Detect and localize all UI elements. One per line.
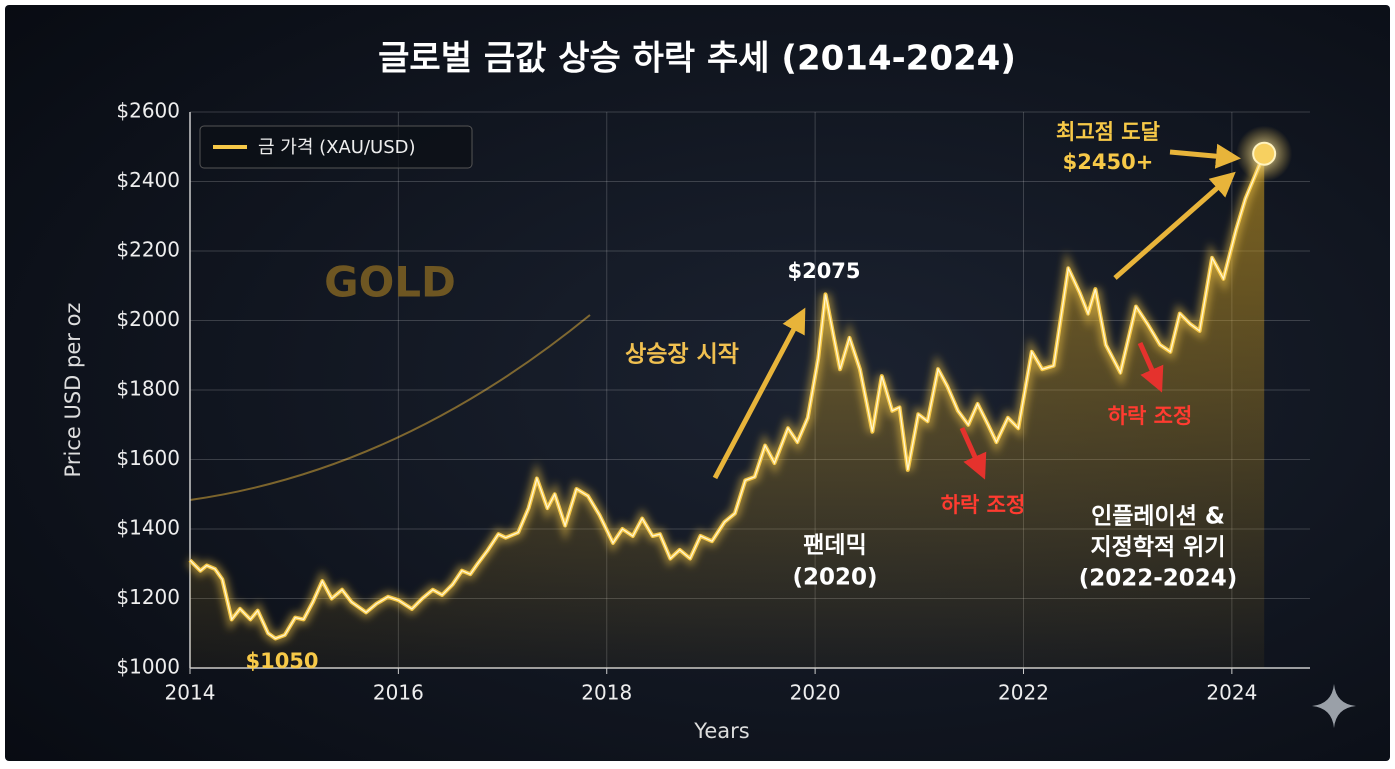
y-tick-label: $2400 [116, 168, 180, 192]
x-tick-label: 2022 [998, 681, 1049, 705]
x-tick-label: 2018 [581, 681, 632, 705]
decor-curve [189, 314, 591, 501]
annotation: 하락 조정 [941, 493, 1026, 517]
arrow [1137, 341, 1164, 393]
annotation: $2450+ [1063, 150, 1154, 174]
arrow [959, 426, 987, 480]
annotation: GOLD [324, 258, 456, 307]
x-axis-label: Years [693, 719, 749, 743]
arrow [1169, 143, 1241, 169]
annotation: 지정학적 위기 [1091, 535, 1226, 561]
area-fill [190, 153, 1265, 668]
x-tick-label: 2016 [373, 681, 424, 705]
y-tick-label: $2200 [116, 238, 180, 262]
y-tick-label: $2000 [116, 307, 180, 331]
legend-box [199, 125, 473, 169]
y-tick-label: $1000 [116, 655, 180, 679]
arrow [1113, 171, 1236, 280]
annotation: 팬데믹 [803, 533, 866, 559]
annotation: 상승장 시작 [625, 342, 739, 368]
y-axis-label: Price USD per oz [61, 303, 85, 478]
chart-title: 글로벌 금값 상승 하락 추세 (2014-2024) [378, 39, 1016, 79]
x-tick-label: 2020 [790, 681, 841, 705]
y-tick-label: $1600 [116, 446, 180, 470]
plot [186, 125, 1293, 668]
arrow [712, 307, 806, 480]
annotation: $1050 [245, 649, 318, 673]
peak-point [1252, 141, 1277, 166]
line-core [189, 153, 1265, 640]
annotation: $2075 [787, 259, 860, 283]
y-tick-label: $1800 [116, 377, 180, 401]
y-tick-label: $1400 [116, 516, 180, 540]
annotation: 최고점 도달 [1056, 120, 1160, 144]
watermark-icon [1312, 684, 1356, 728]
annotation: 하락 조정 [1108, 404, 1193, 428]
y-tick-label: $1200 [116, 585, 180, 609]
x-tick-label: 2014 [165, 681, 216, 705]
legend-label: 금 가격 (XAU/USD) [258, 137, 416, 158]
y-tick-label: $2600 [116, 99, 180, 123]
annotation: 인플레이션 & [1091, 504, 1225, 530]
arrows [712, 143, 1241, 480]
annotation: (2020) [792, 565, 877, 591]
annotation: (2022-2024) [1079, 566, 1238, 592]
x-tick-label: 2024 [1206, 681, 1257, 705]
